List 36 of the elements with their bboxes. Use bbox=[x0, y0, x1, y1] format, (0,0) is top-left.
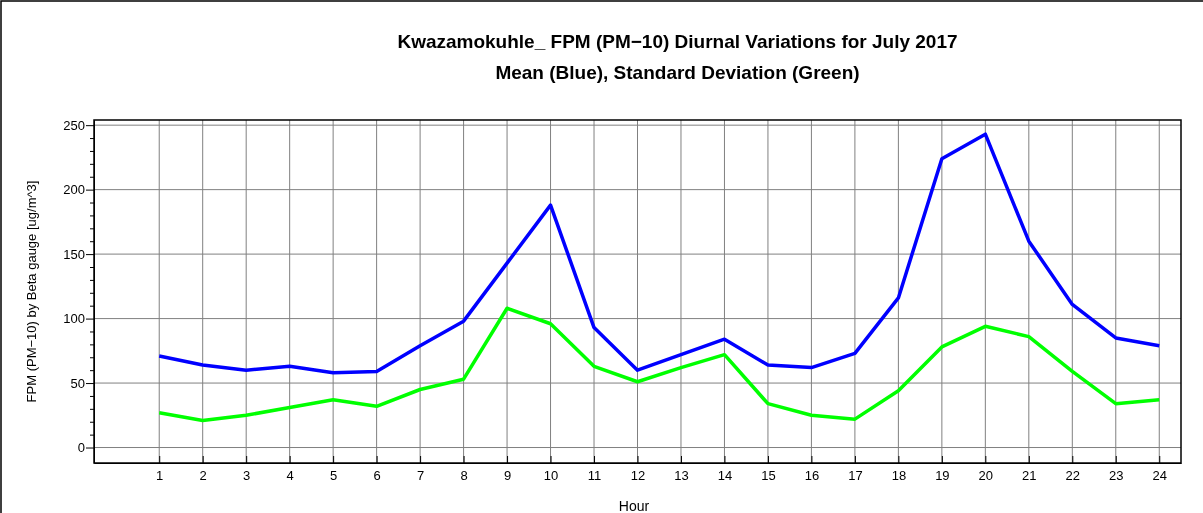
y-axis-title: FPM (PM−10) by Beta gauge [ug/m^3] bbox=[24, 180, 39, 403]
chart-title: Kwazamokuhle_ FPM (PM−10) Diurnal Variations for July 2017 bbox=[397, 31, 958, 52]
x-tick-label: 2 bbox=[199, 468, 207, 484]
y-tick-label: 50 bbox=[70, 375, 85, 391]
line-series bbox=[157, 132, 1162, 375]
x-tick-label: 4 bbox=[286, 468, 294, 484]
y-tick-label: 100 bbox=[63, 311, 85, 327]
x-tick-label: 19 bbox=[935, 468, 950, 484]
y-tick-label: 0 bbox=[77, 440, 85, 456]
x-tick-label: 22 bbox=[1065, 468, 1081, 484]
x-tick-label: 1 bbox=[156, 468, 164, 484]
x-tick-label: 12 bbox=[630, 468, 646, 484]
x-tick-label: 13 bbox=[674, 468, 689, 484]
x-tick-label: 11 bbox=[587, 468, 602, 484]
x-axis-title: Hour bbox=[618, 498, 650, 513]
line-series bbox=[157, 306, 1162, 423]
x-tick-label: 6 bbox=[373, 468, 381, 484]
chart-subtitle: Mean (Blue), Standard Deviation (Green) bbox=[495, 62, 860, 83]
x-tick-label: 16 bbox=[804, 468, 820, 484]
x-tick-label: 3 bbox=[243, 468, 251, 484]
x-tick-label: 8 bbox=[460, 468, 468, 484]
x-tick-label: 17 bbox=[848, 468, 863, 484]
x-tick-label: 7 bbox=[416, 468, 425, 484]
x-tick-label: 18 bbox=[891, 468, 907, 484]
x-tick-label: 9 bbox=[503, 468, 512, 484]
y-tick-label: 250 bbox=[63, 117, 85, 133]
x-tick-label: 10 bbox=[543, 468, 559, 484]
x-tick-label: 14 bbox=[717, 468, 733, 484]
x-tick-label: 21 bbox=[1022, 468, 1037, 484]
y-tick-label: 200 bbox=[63, 182, 85, 198]
x-tick-label: 23 bbox=[1109, 468, 1124, 484]
x-tick-label: 15 bbox=[761, 468, 776, 484]
y-tick-label: 150 bbox=[63, 246, 85, 262]
x-tick-label: 5 bbox=[330, 468, 338, 484]
x-tick-label: 20 bbox=[978, 468, 994, 484]
x-tick-label: 24 bbox=[1152, 468, 1167, 484]
